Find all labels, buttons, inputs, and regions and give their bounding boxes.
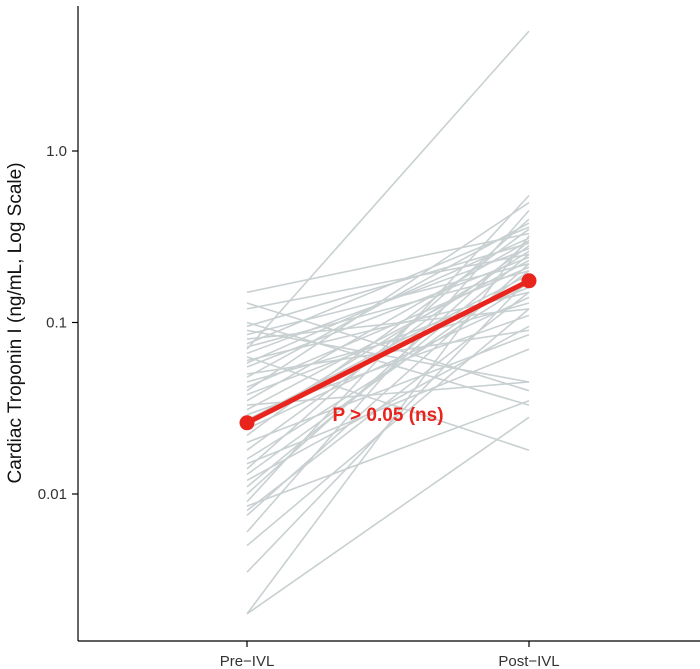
individual-line-24: [246, 259, 530, 411]
individual-line-44: [246, 242, 530, 328]
individual-line-43: [246, 329, 530, 383]
individual-line-41: [246, 308, 530, 340]
y-tick-label-1: 0.01: [38, 486, 67, 503]
individual-line-14: [246, 218, 530, 470]
individual-line-16: [246, 282, 530, 460]
y-axis-title: Cardiac Troponin I (ng/mL, Log Scale): [5, 162, 26, 483]
individual-line-48: [246, 232, 530, 294]
x-tick-label-2: Post−IVL: [498, 653, 559, 669]
individual-line-26: [246, 240, 530, 402]
individual-line-47: [246, 302, 530, 392]
individual-line-38: [246, 30, 530, 350]
p-value-annotation: P > 0.05 (ns): [332, 405, 443, 426]
individual-line-4: [246, 308, 530, 547]
summary-line: [244, 278, 532, 426]
y-tick-label-2: 0.1: [46, 315, 67, 332]
summary-point-post: [521, 273, 537, 289]
individual-line-1: [246, 416, 530, 615]
individual-line-8: [246, 399, 530, 507]
individual-line-28: [246, 201, 530, 392]
individual-line-30: [246, 302, 530, 383]
individual-line-3: [246, 278, 530, 573]
individual-line-36: [246, 356, 530, 451]
y-tick-label-3: 1.0: [46, 143, 67, 160]
individual-lines: [246, 30, 530, 615]
individual-line-42: [246, 263, 530, 336]
summary-point-pre: [239, 415, 255, 431]
y-ticks: 0.01 0.1 1.0: [38, 143, 78, 503]
individual-line-15: [246, 348, 530, 465]
x-tick-label-1: Pre−IVL: [220, 653, 275, 669]
individual-line-18: [246, 333, 530, 444]
individual-line-7: [246, 291, 530, 512]
individual-line-45: [246, 321, 530, 406]
x-ticks: Pre−IVL Post−IVL: [220, 641, 560, 669]
summary-series: [239, 273, 537, 431]
individual-line-46: [246, 253, 530, 310]
